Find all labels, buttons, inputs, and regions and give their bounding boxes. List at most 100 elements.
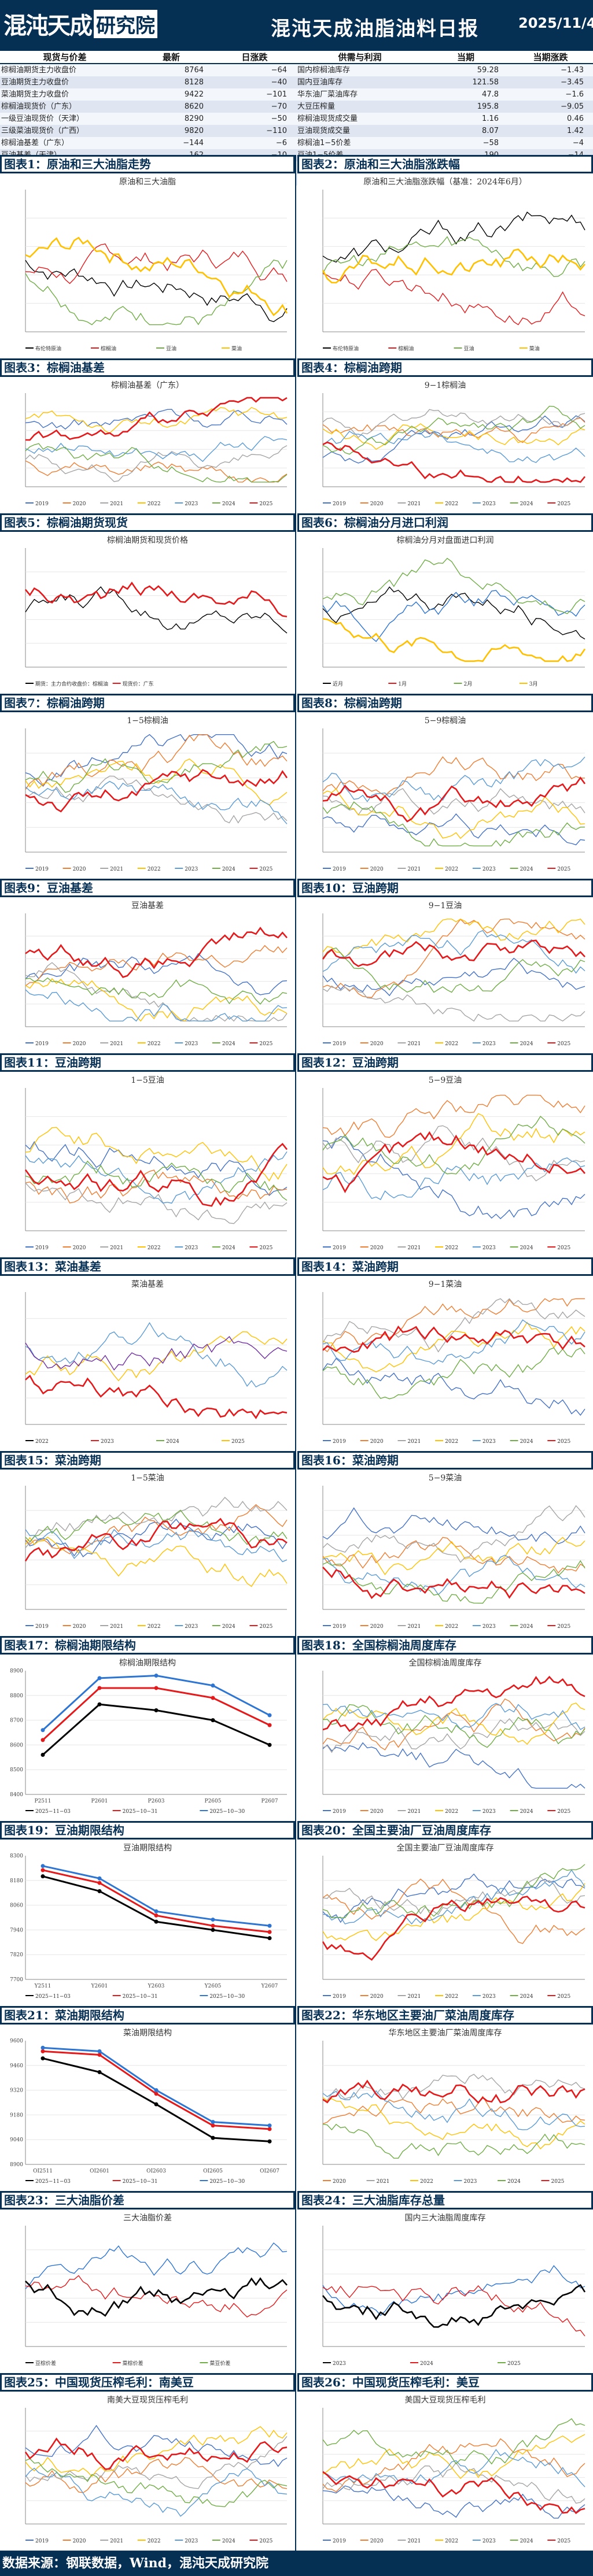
legend-label: 2022: [420, 2179, 433, 2185]
legend-label: 棕榈油: [398, 345, 414, 352]
legend-label: 2024: [507, 2179, 521, 2185]
legend-label: 2025: [557, 1994, 570, 2000]
series-line: [322, 1157, 585, 1200]
series-line: [322, 417, 585, 443]
series-line: [25, 769, 288, 813]
legend-label: 2025: [259, 1624, 272, 1630]
y-tick-label: 8400: [10, 1792, 23, 1798]
figure-caption: 图表6：棕榈油分月进口利润: [299, 515, 591, 530]
series-line: [322, 431, 585, 463]
legend-label: 2019: [333, 867, 346, 872]
series-line: [25, 2242, 288, 2289]
series-line: [25, 1528, 288, 1563]
chart-svg: 2019 2020 2021 2022 2023 2024 2025: [322, 913, 585, 1047]
legend-label: 2025: [557, 1809, 570, 1815]
legend-label: 2022: [445, 867, 458, 872]
legend-label: 2025: [259, 1245, 272, 1251]
legend-label: 期货：主力合约收盘价：棕榈油: [35, 680, 108, 687]
series-line: [24, 1142, 288, 1207]
series-line: [322, 2074, 585, 2101]
series-line: [322, 269, 585, 325]
series-line: [24, 2437, 288, 2470]
legend-label: 2020: [370, 1439, 384, 1445]
legend-label: 豆棕价差: [35, 2360, 56, 2367]
chart-svg: 2019 2020 2021 2022 2023 2024 2025: [322, 1856, 585, 2000]
chart-svg: 2019 2020 2021 2022 2023 2024 2025: [322, 1671, 585, 1815]
col-header: 当期涨跌: [508, 51, 593, 64]
legend-label: 2019: [35, 501, 49, 507]
legend-label: 3月: [529, 681, 538, 687]
row-label: 豆油现货成交量: [296, 125, 423, 137]
row-label: 国内棕榈油库存: [296, 64, 423, 76]
data-point: [97, 1881, 102, 1885]
figure-caption: 图表11：豆油跨期: [2, 1055, 293, 1070]
cell-value: 8764: [130, 64, 213, 76]
row-label: 棕榈油现货成交量: [296, 113, 423, 125]
legend-label: 2025: [231, 1439, 245, 1445]
figure-caption: 图表4：棕榈油跨期: [299, 360, 591, 375]
figure-caption-bar: 图表9：豆油基差: [0, 879, 295, 897]
data-point: [40, 1874, 45, 1879]
legend-label: 2022: [148, 867, 161, 872]
legend-label: 2019: [333, 1041, 346, 1047]
series-line: [25, 734, 288, 787]
series-line: [322, 586, 585, 640]
legend-label: 2019: [333, 1994, 346, 2000]
figure-caption-bar: 图表12：豆油跨期: [297, 1053, 593, 1072]
series-line: [25, 927, 288, 978]
legend-label: 2025: [557, 867, 570, 872]
table-row: 豆油期货主力收盘价 8128 −40: [0, 76, 296, 88]
legend-label: 2025−11−03: [35, 2179, 71, 2185]
legend-label: 1月: [398, 681, 407, 687]
legend-label: 2020: [370, 501, 384, 507]
summary-table-right: 供需与利润 当期 当期涨跌 国内棕榈油库存 59.28 −1.43 国内豆油库存 121…: [296, 51, 593, 186]
chart-panel: 原油和三大油脂涨跌幅（基准：2024年6月） 布伦特原油 棕榈油 豆油 菜油: [297, 173, 593, 358]
chart-legend: 2019 2020 2021 2022 2023 2024 2025: [25, 1624, 273, 1630]
series-line: [322, 1883, 585, 1941]
chart-panel: 9−1豆油 2019 2020 2021 2022 2023 2024 2025: [297, 897, 593, 1053]
data-point: [211, 2135, 215, 2140]
x-tick-label: P2603: [148, 1798, 165, 1804]
figure-caption-bar: 图表1：原油和三大油脂走势: [0, 155, 295, 173]
data-point: [97, 2052, 102, 2057]
legend-label: 2022: [148, 1041, 161, 1047]
y-tick-label: 8900: [10, 1668, 23, 1674]
chart-legend: 2019 2020 2021 2022 2023 2024 2025: [323, 1994, 570, 2000]
chart-panel: 棕榈油分月对盘面进口利润 近月 1月 2月 3月: [297, 532, 593, 694]
x-tick-label: P2607: [261, 1798, 278, 1804]
series-line: [25, 409, 288, 430]
chart-panel: 华东地区主要油厂菜油周度库存 2020 2021 2022 2023 2024 2025: [297, 2024, 593, 2191]
legend-label: 现货价：广东: [123, 680, 154, 687]
cell-value: −40: [213, 76, 296, 88]
figure-caption-bar: 图表5：棕榈油期货现货: [0, 513, 295, 532]
series-line: [42, 2057, 270, 2142]
data-point: [267, 2123, 272, 2128]
chart-title: 5−9豆油: [428, 1076, 462, 1085]
table-row: 棕榈油现货成交量 1.16 0.46: [296, 113, 593, 125]
table-row: 三级菜油现货价（广西） 9820 −110: [0, 125, 296, 137]
figure-caption: 图表1：原油和三大油脂走势: [2, 157, 293, 172]
series-line: [322, 1702, 585, 1730]
chart-legend: 2025−11−03 2025−10−31 2025−10−30: [25, 2179, 245, 2185]
chart-legend: 2019 2020 2021 2022 2023 2024 2025: [25, 2538, 273, 2544]
legend-label: 2024: [222, 867, 235, 872]
x-tick-label: Y2601: [91, 1983, 108, 1989]
series-line: [25, 962, 288, 1022]
figure-caption: 图表13：菜油基差: [2, 1259, 293, 1274]
series-line: [25, 1497, 288, 1549]
figure-caption: 图表20：全国主要油厂豆油周度库存: [299, 1823, 591, 1838]
chart-legend: 2019 2020 2021 2022 2023 2024 2025: [25, 1041, 273, 1047]
cell-value: 0.46: [508, 113, 593, 125]
cell-value: −50: [213, 113, 296, 125]
chart-legend: 2019 2020 2021 2022 2023 2024 2025: [323, 1439, 570, 1445]
figure-caption: 图表10：豆油跨期: [299, 880, 591, 895]
x-tick-label: OI2605: [203, 2168, 223, 2174]
chart-legend: 2019 2020 2021 2022 2023 2024 2025: [323, 501, 570, 507]
data-point: [211, 1918, 215, 1922]
series-line: [322, 1876, 585, 1915]
chart-legend: 2019 2020 2021 2022 2023 2024 2025: [25, 501, 273, 507]
figure-caption-bar: 图表13：菜油基差: [0, 1257, 295, 1276]
legend-label: 2025−10−31: [123, 1994, 158, 2000]
series-line: [322, 2079, 585, 2104]
legend-label: 2019: [35, 1041, 49, 1047]
